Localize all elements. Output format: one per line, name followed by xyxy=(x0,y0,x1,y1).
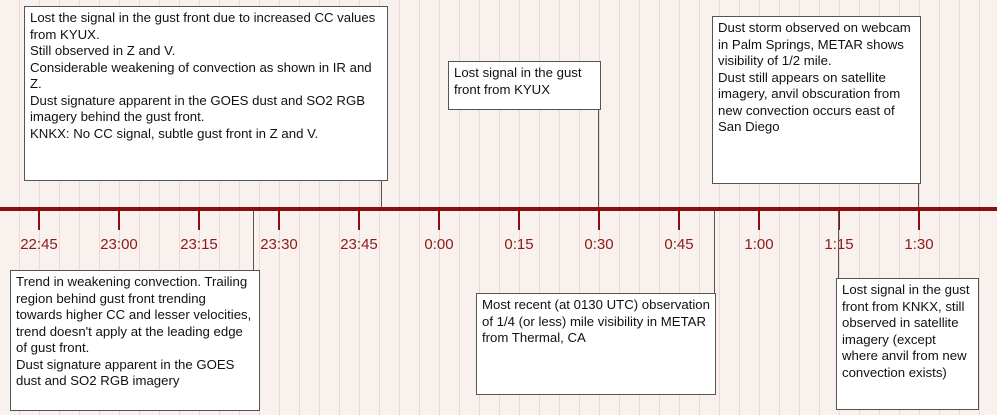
tick-label-0030: 0:30 xyxy=(584,236,614,253)
tick-label-2315: 23:15 xyxy=(180,236,218,253)
tick-label-0100: 1:00 xyxy=(744,236,774,253)
tick-0030 xyxy=(598,211,600,230)
tick-2245 xyxy=(38,211,40,230)
tick-0015 xyxy=(518,211,520,230)
tick-0115 xyxy=(838,211,840,230)
tick-label-0045: 0:45 xyxy=(664,236,694,253)
annotation-note: Lost signal in the gust front from KNKX,… xyxy=(836,278,979,410)
connector-note-3 xyxy=(918,184,919,207)
tick-0000 xyxy=(438,211,440,230)
tick-0130 xyxy=(918,211,920,230)
tick-label-0015: 0:15 xyxy=(504,236,534,253)
connector-note-5 xyxy=(714,211,715,293)
annotation-note: Trend in weakening convection. Trailing … xyxy=(10,270,260,411)
tick-0100 xyxy=(758,211,760,230)
tick-label-2345: 23:45 xyxy=(340,236,378,253)
tick-label-2330: 23:30 xyxy=(260,236,298,253)
tick-2315 xyxy=(198,211,200,230)
connector-note-2 xyxy=(598,110,599,207)
tick-2300 xyxy=(118,211,120,230)
tick-label-0130: 1:30 xyxy=(904,236,934,253)
tick-2345 xyxy=(358,211,360,230)
tick-label-2300: 23:00 xyxy=(100,236,138,253)
tick-label-2245: 22:45 xyxy=(20,236,58,253)
annotation-note: Lost the signal in the gust front due to… xyxy=(24,6,388,181)
tick-label-0115: 1:15 xyxy=(804,236,874,253)
annotation-note: Most recent (at 0130 UTC) observation of… xyxy=(476,293,716,395)
connector-note-4 xyxy=(253,211,254,270)
annotation-note: Lost signal in the gust front from KYUX xyxy=(448,61,601,110)
tick-2330 xyxy=(278,211,280,230)
connector-note-6 xyxy=(838,211,839,278)
tick-0045 xyxy=(678,211,680,230)
connector-note-1 xyxy=(381,181,382,207)
tick-label-0000: 0:00 xyxy=(424,236,454,253)
timeline-axis xyxy=(0,207,997,211)
annotation-note: Dust storm observed on webcam in Palm Sp… xyxy=(712,16,921,184)
